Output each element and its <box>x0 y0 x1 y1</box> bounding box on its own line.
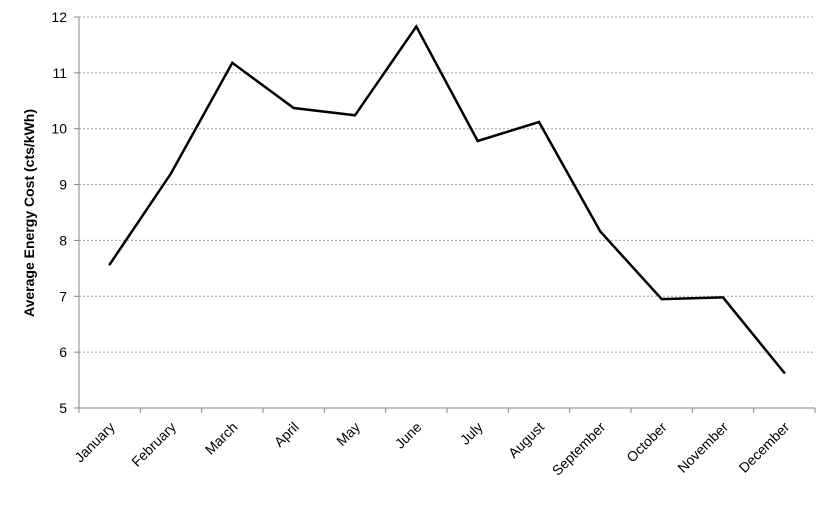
data-point <box>660 297 663 301</box>
data-point <box>537 120 541 124</box>
data-point <box>476 139 479 143</box>
data-point <box>169 172 173 175</box>
y-tick-label: 12 <box>51 9 67 25</box>
y-tick-label: 9 <box>59 177 67 193</box>
axes <box>74 16 816 413</box>
data-point <box>415 25 418 28</box>
x-tick-label: November <box>674 419 731 476</box>
data-point <box>292 106 295 110</box>
x-tick-label: July <box>457 419 486 448</box>
x-tick-labels: January February March April May June July Augu… <box>71 419 792 479</box>
y-tick-label: 5 <box>59 400 67 416</box>
y-tick-label: 8 <box>59 232 67 248</box>
y-tick-label: 10 <box>51 121 67 137</box>
data-point <box>599 230 602 233</box>
data-point <box>783 371 786 375</box>
x-tick-label: May <box>333 419 363 449</box>
series-line <box>108 24 786 374</box>
series-group <box>108 24 786 375</box>
x-tick-label: June <box>392 419 425 452</box>
x-tick-label: August <box>505 419 547 461</box>
x-tick-label: April <box>271 419 302 450</box>
x-tick-label: March <box>202 419 241 458</box>
y-tick-label: 6 <box>59 344 67 360</box>
y-tick-labels: 5 6 7 8 9 10 11 12 <box>51 9 67 416</box>
x-tick-label: December <box>735 419 792 476</box>
y-tick-label: 7 <box>59 288 67 304</box>
x-tick-label: February <box>128 419 179 470</box>
data-point <box>353 114 357 117</box>
data-point <box>721 296 725 299</box>
y-axis-label: Average Energy Cost (cts/kWh) <box>21 109 37 317</box>
y-tick-label: 11 <box>52 65 67 81</box>
x-tick-label: September <box>549 419 609 479</box>
x-tick-label: October <box>623 419 670 466</box>
data-point <box>108 263 111 266</box>
x-tick-label: January <box>71 419 118 466</box>
data-point <box>231 61 234 65</box>
gridlines <box>79 16 815 353</box>
